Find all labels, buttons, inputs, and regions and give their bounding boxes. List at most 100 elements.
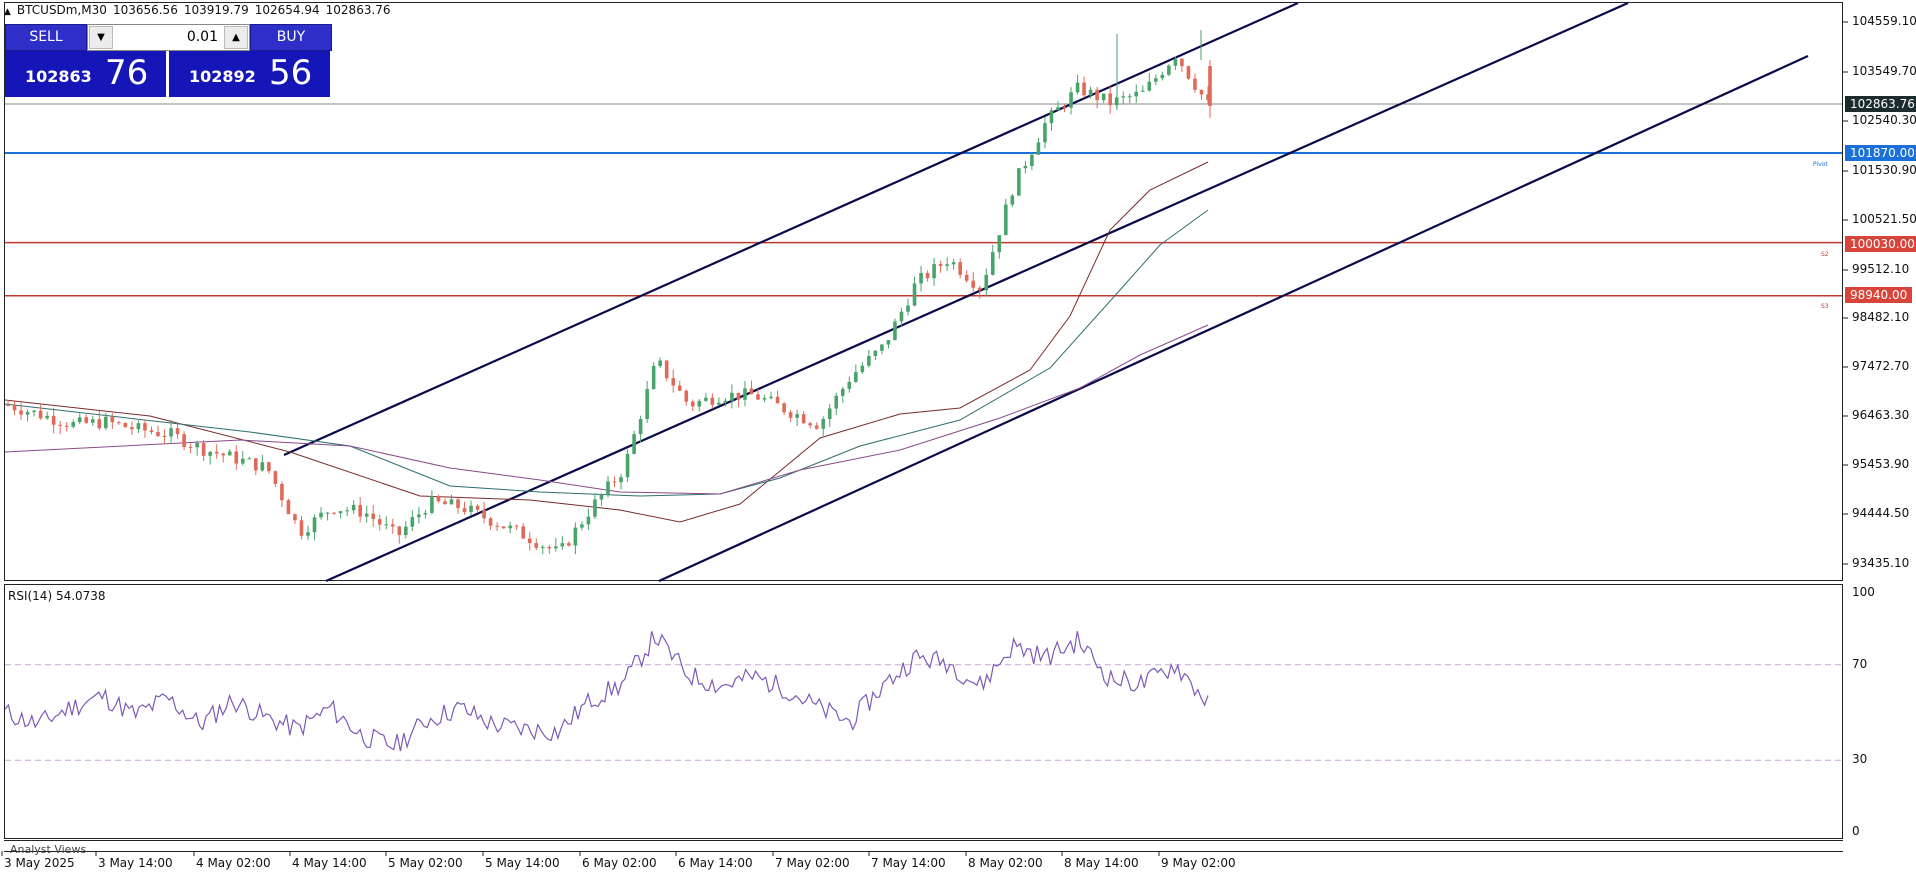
candle-body xyxy=(1010,195,1015,205)
candle-body xyxy=(377,519,382,525)
price-tick-label: 103549.70 xyxy=(1852,64,1916,78)
candle-body xyxy=(788,412,793,418)
candle-body xyxy=(945,264,949,266)
price-tick-label: 97472.70 xyxy=(1852,359,1910,373)
channel-middle-line[interactable] xyxy=(325,1,1629,583)
candle-body xyxy=(423,512,428,515)
candle-body xyxy=(984,274,989,291)
candle-body xyxy=(84,417,89,423)
candle-body xyxy=(104,416,108,429)
candle-body xyxy=(951,262,956,265)
candle-body xyxy=(45,415,49,419)
candle-body xyxy=(860,365,865,373)
candle-body xyxy=(840,388,845,396)
candle-body xyxy=(925,273,930,279)
time-tick-label: 3 May 14:00 xyxy=(98,856,173,870)
candle-body xyxy=(612,481,617,483)
buy-button[interactable]: BUY xyxy=(250,24,332,51)
candle-body xyxy=(143,423,147,431)
sell-price-main: 102863 xyxy=(25,67,92,86)
time-tick-label: 4 May 14:00 xyxy=(292,856,367,870)
buy-price-box[interactable]: 102892 56 xyxy=(169,51,330,97)
lot-size-input[interactable] xyxy=(114,27,218,47)
candle-body xyxy=(873,350,878,356)
candle-body xyxy=(90,419,95,423)
candle-body xyxy=(677,385,682,391)
ma-mid-line xyxy=(4,209,1209,497)
candle-body xyxy=(501,526,506,529)
channel-upper-line[interactable] xyxy=(283,1,1299,457)
pivot-label: Pivot xyxy=(1813,161,1828,168)
candle-body xyxy=(599,494,604,500)
candle-body xyxy=(632,434,636,454)
rsi-panel-frame xyxy=(4,584,1843,839)
candle-body xyxy=(19,410,23,415)
triangle-up-icon[interactable]: ▲ xyxy=(224,26,248,49)
candle-body xyxy=(1088,89,1093,96)
candle-body xyxy=(397,526,402,536)
candle-body xyxy=(664,360,669,379)
sell-button[interactable]: SELL xyxy=(5,24,87,51)
time-tick-label: 8 May 02:00 xyxy=(968,856,1043,870)
candle-body xyxy=(756,394,760,400)
channel-lower-line[interactable] xyxy=(658,54,1809,583)
candle-body xyxy=(136,423,141,430)
rsi-tick-label: 0 xyxy=(1852,824,1860,838)
candle-body xyxy=(775,396,780,404)
price-tick-label: 95453.90 xyxy=(1852,457,1910,471)
candle-body xyxy=(325,512,330,514)
candle-body xyxy=(1004,204,1008,236)
candle-body xyxy=(886,340,891,345)
candle-body xyxy=(293,514,297,521)
candle-body xyxy=(977,287,982,291)
candle-body xyxy=(1199,89,1204,95)
analyst-views-tab[interactable]: Analyst Views xyxy=(10,843,87,856)
time-tick-label: 6 May 14:00 xyxy=(678,856,753,870)
candle-body xyxy=(899,311,904,322)
candle-body xyxy=(1043,123,1047,143)
candle-body xyxy=(247,458,252,460)
triangle-down-icon[interactable]: ▼ xyxy=(89,26,113,49)
candle-body xyxy=(1127,96,1132,98)
candle-body xyxy=(58,424,62,426)
candle-body xyxy=(932,264,936,279)
price-tick-label: 93435.10 xyxy=(1852,556,1910,570)
candle-body xyxy=(469,505,473,512)
candle-body xyxy=(1186,66,1191,79)
candle-body xyxy=(554,546,558,549)
candle-body xyxy=(1030,154,1034,166)
candle-body xyxy=(430,496,434,513)
collapse-triangle-icon[interactable]: ▲ xyxy=(4,7,11,17)
s2-label: S2 xyxy=(1821,251,1829,258)
candle-body xyxy=(723,400,728,403)
candle-body xyxy=(1193,78,1197,90)
sell-price-box[interactable]: 102863 76 xyxy=(5,51,166,97)
time-tick-label: 4 May 02:00 xyxy=(196,856,271,870)
candle-body xyxy=(893,321,897,341)
candle-body xyxy=(1056,107,1060,111)
candle-body xyxy=(286,500,291,515)
buy-price-main: 102892 xyxy=(189,67,256,86)
low-price: 102654.94 xyxy=(254,3,320,17)
candle-body xyxy=(1154,78,1158,82)
candle-body xyxy=(195,443,199,448)
candle-body xyxy=(1023,165,1028,169)
candle-body xyxy=(495,525,499,527)
candle-body xyxy=(730,392,734,401)
candle-body xyxy=(351,504,356,511)
candle-body xyxy=(1101,93,1106,101)
candle-body xyxy=(410,517,415,527)
candle-body xyxy=(762,398,767,400)
candle-body xyxy=(1121,96,1126,98)
candle-body xyxy=(117,422,121,424)
candle-body xyxy=(130,427,134,430)
candle-body xyxy=(475,505,480,510)
candle-body xyxy=(749,388,754,395)
candle-body xyxy=(1173,58,1178,66)
candle-body xyxy=(782,403,786,413)
candle-body xyxy=(267,462,271,472)
price-tick-label: 101530.90 xyxy=(1852,163,1916,177)
candle-body xyxy=(273,471,278,484)
time-tick-label: 7 May 02:00 xyxy=(775,856,850,870)
